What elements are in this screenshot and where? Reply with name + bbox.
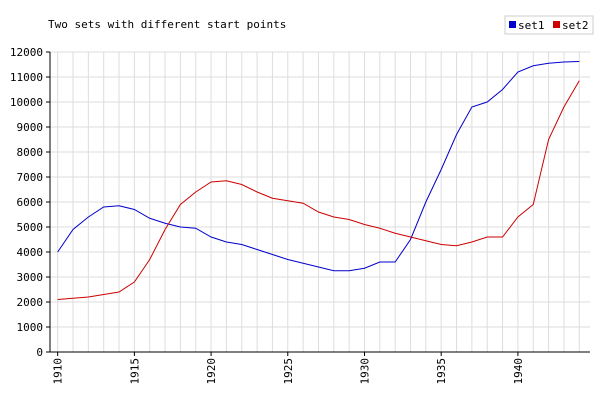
y-tick-label: 6000 bbox=[17, 196, 44, 209]
x-tick-label: 1910 bbox=[52, 358, 65, 385]
legend-label: set2 bbox=[562, 19, 589, 32]
y-tick-label: 10000 bbox=[10, 96, 43, 109]
y-tick-label: 12000 bbox=[10, 46, 43, 59]
y-tick-label: 11000 bbox=[10, 71, 43, 84]
x-tick-label: 1920 bbox=[205, 358, 218, 385]
x-tick-label: 1940 bbox=[512, 358, 525, 385]
y-tick-label: 3000 bbox=[17, 271, 44, 284]
chart-title: Two sets with different start points bbox=[48, 18, 286, 31]
legend-swatch bbox=[509, 21, 516, 28]
y-tick-label: 5000 bbox=[17, 221, 44, 234]
legend-label: set1 bbox=[518, 19, 545, 32]
x-tick-label: 1915 bbox=[128, 358, 141, 385]
legend-box bbox=[504, 15, 594, 35]
y-tick-label: 2000 bbox=[17, 296, 44, 309]
legend-swatch bbox=[553, 21, 560, 28]
y-tick-label: 8000 bbox=[17, 146, 44, 159]
line-series bbox=[57, 61, 580, 272]
x-tick-label: 1930 bbox=[358, 358, 371, 385]
y-tick-label: 9000 bbox=[17, 121, 44, 134]
y-tick-label: 7000 bbox=[17, 171, 44, 184]
x-tick-label: 1925 bbox=[282, 358, 295, 385]
y-tick-label: 1000 bbox=[17, 321, 44, 334]
line-series bbox=[57, 80, 580, 300]
y-tick-label: 4000 bbox=[17, 246, 44, 259]
y-tick-label: 0 bbox=[36, 346, 43, 359]
x-tick-label: 1935 bbox=[435, 358, 448, 385]
